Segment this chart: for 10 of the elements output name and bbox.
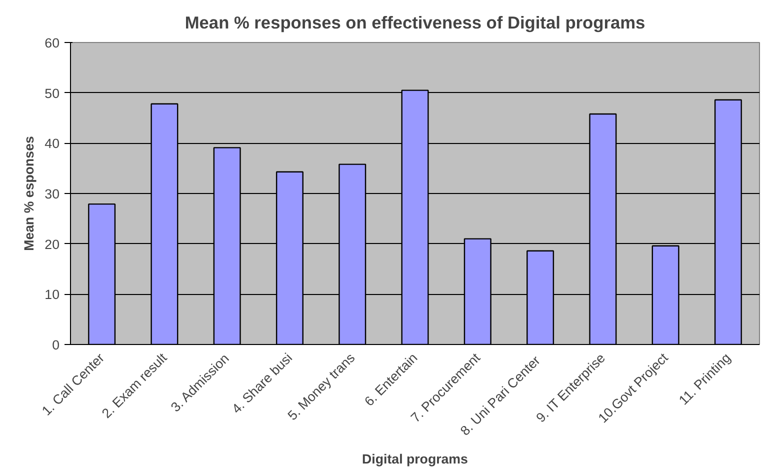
- chart-title: Mean % responses on effectiveness of Digital programs: [184, 12, 646, 32]
- y-tick-label: 10: [44, 287, 60, 302]
- y-tick-label: 0: [52, 338, 60, 352]
- y-axis-title: Mean % esponses: [22, 136, 37, 251]
- y-tick-label: 50: [44, 86, 60, 101]
- y-tick-label: 40: [44, 136, 60, 152]
- y-tick-label: 30: [44, 186, 60, 202]
- y-tick-label: 20: [44, 236, 60, 252]
- x-axis-title: Digital programs: [362, 452, 468, 467]
- y-tick-label: 60: [44, 36, 60, 50]
